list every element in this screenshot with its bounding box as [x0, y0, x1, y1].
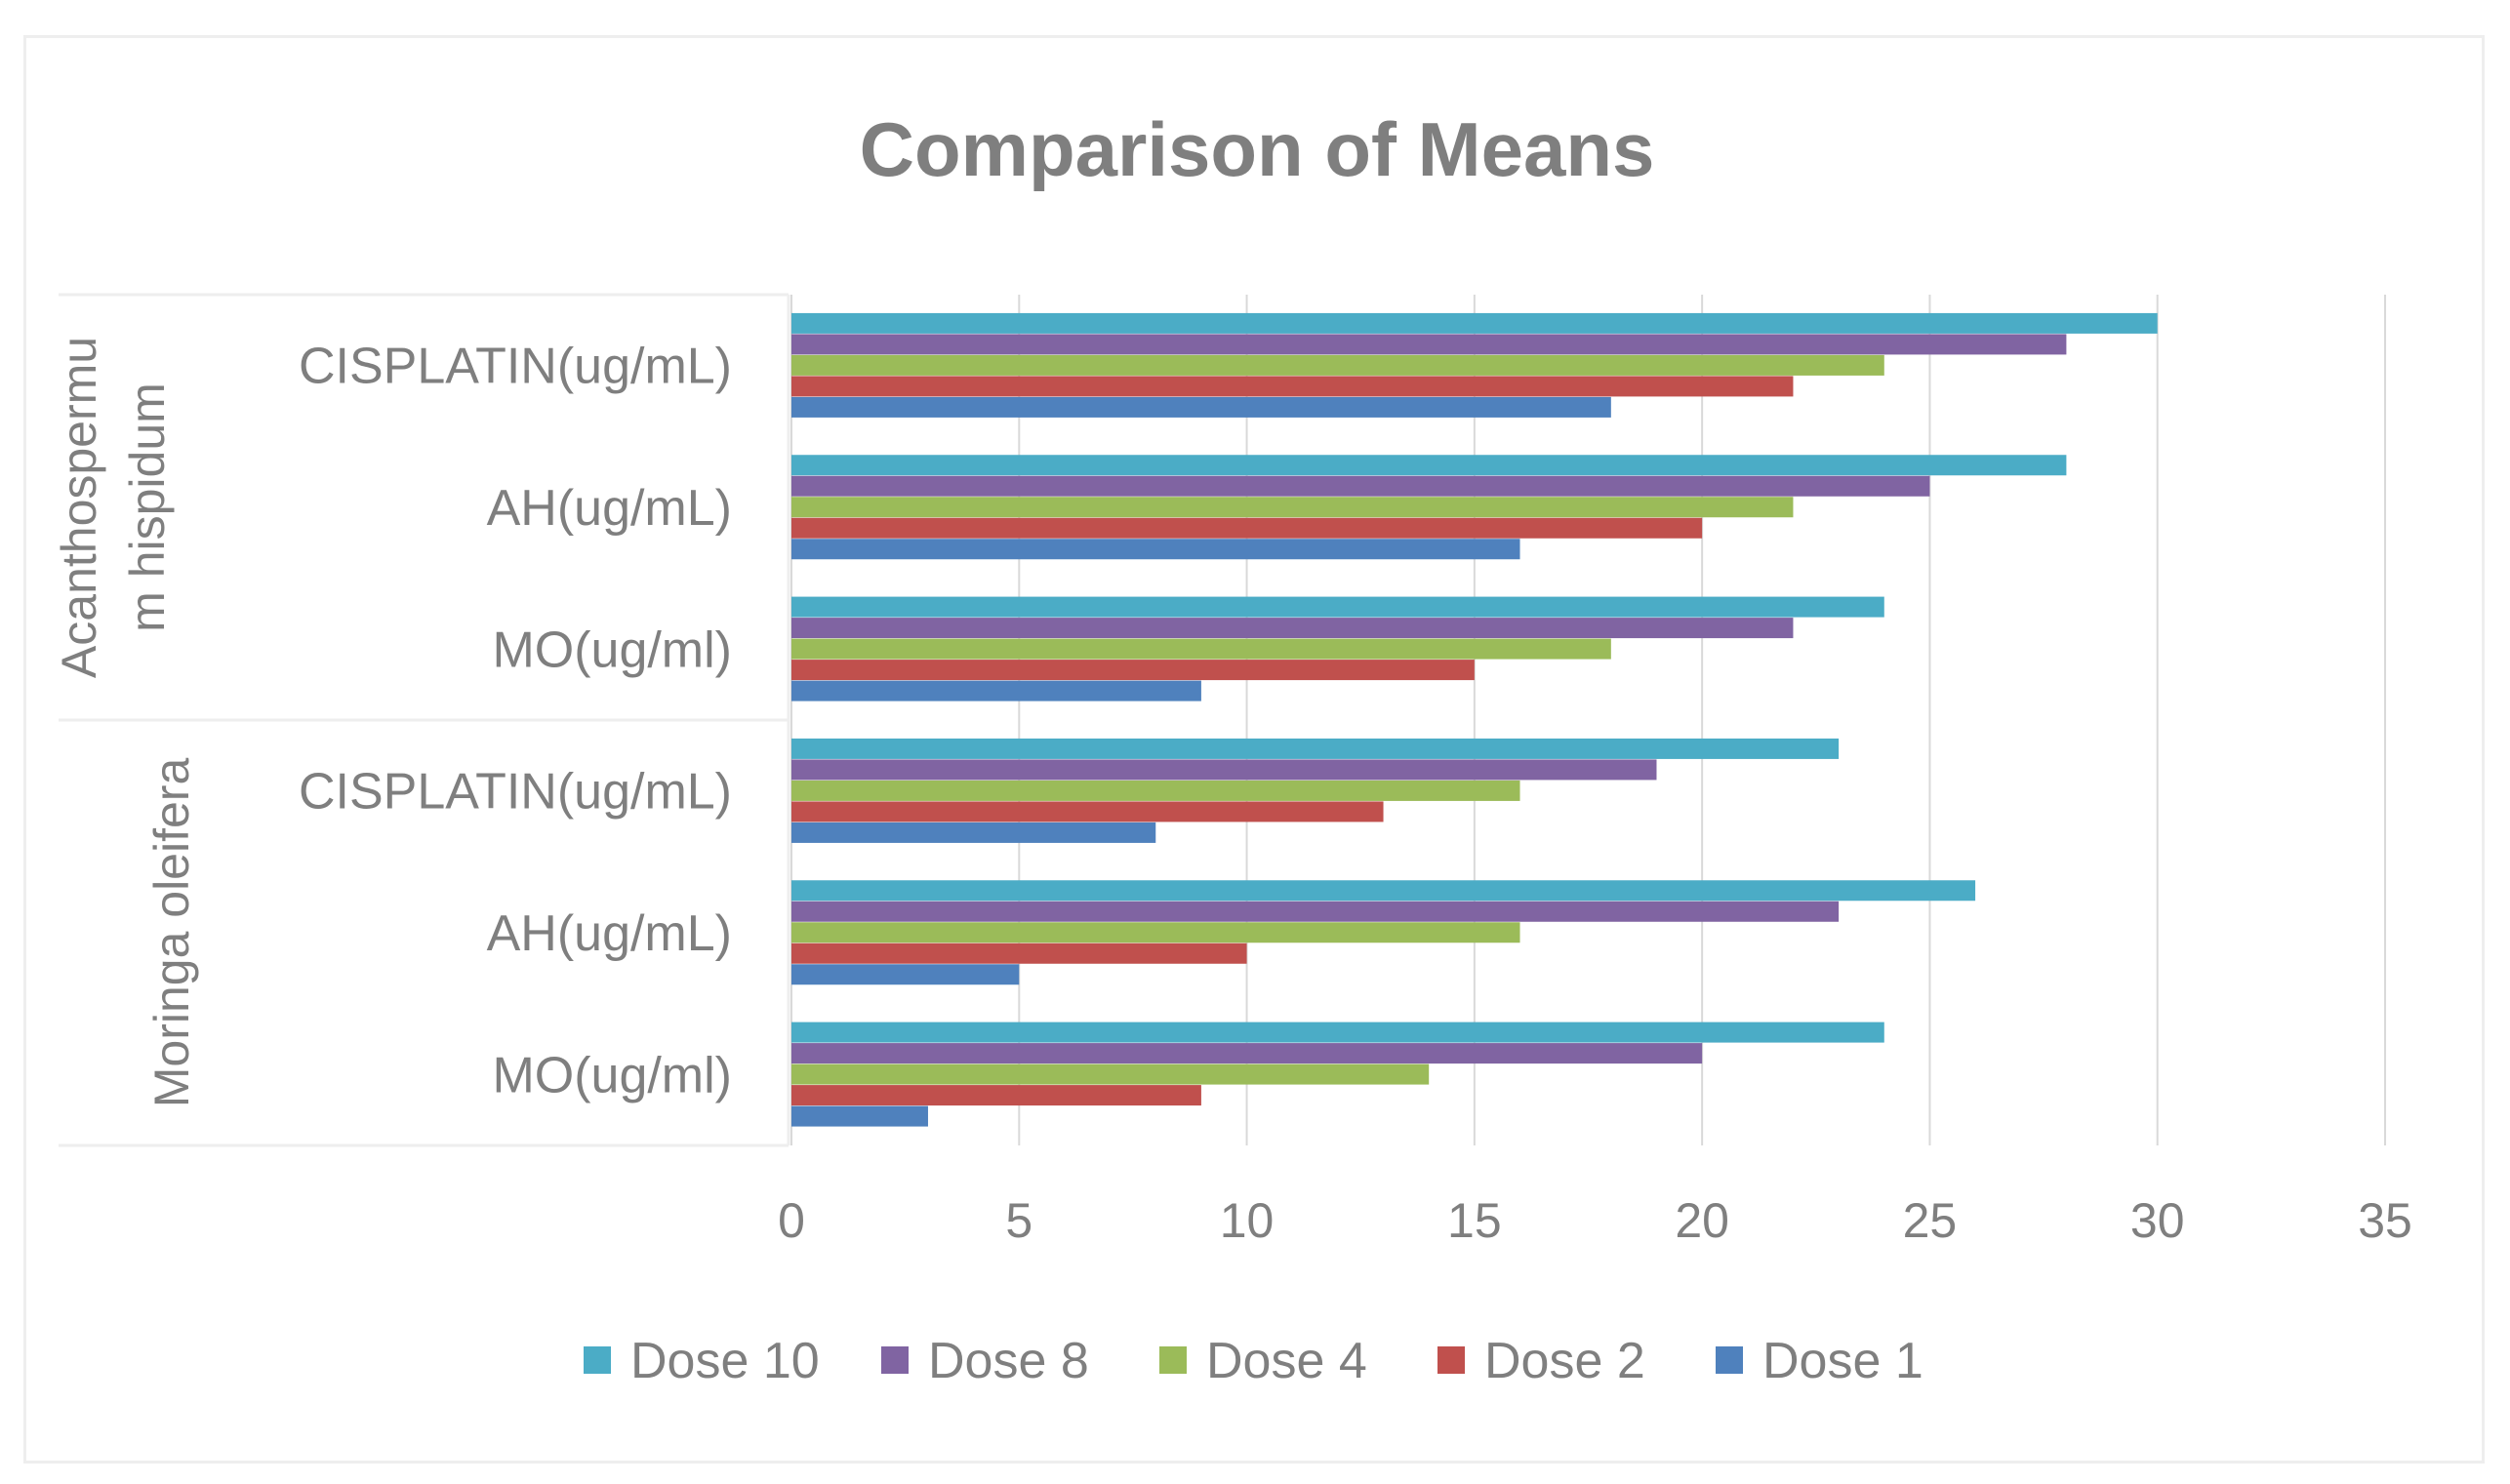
- bar-dose-8: [791, 901, 1840, 922]
- bar-dose-10: [791, 455, 2067, 476]
- bar-dose-8: [791, 618, 1794, 639]
- bar-dose-1: [791, 1105, 928, 1127]
- bar-dose-2: [791, 943, 1247, 964]
- legend-item: Dose 1: [1716, 1333, 1923, 1389]
- bar-dose-2: [791, 801, 1384, 822]
- x-tick-label: 10: [1220, 1193, 1275, 1248]
- bar-dose-4: [791, 922, 1520, 943]
- legend-swatch: [881, 1346, 909, 1374]
- legend-label: Dose 8: [928, 1333, 1089, 1389]
- chart-frame: [23, 35, 2485, 1464]
- legend-item: Dose 10: [584, 1333, 820, 1389]
- bar-dose-10: [791, 880, 1976, 902]
- category-label: MO(ug/ml): [492, 622, 732, 678]
- bar-dose-1: [791, 396, 1611, 418]
- legend-item: Dose 8: [881, 1333, 1089, 1389]
- legend-swatch: [1716, 1346, 1743, 1374]
- category-label: CISPLATIN(ug/mL): [299, 764, 732, 821]
- x-tick-label: 5: [1005, 1193, 1032, 1248]
- group-label: Acanthospermu: [52, 337, 106, 678]
- x-tick-label: 30: [2130, 1193, 2185, 1248]
- group-label: m hispidum: [120, 382, 175, 632]
- bar-dose-1: [791, 539, 1520, 560]
- category-label: AH(ug/mL): [487, 905, 732, 962]
- bar-dose-1: [791, 822, 1156, 843]
- legend-swatch: [584, 1346, 611, 1374]
- legend-item: Dose 4: [1159, 1333, 1367, 1389]
- bar-dose-8: [791, 475, 1930, 497]
- bar-dose-10: [791, 738, 1840, 759]
- legend-label: Dose 1: [1762, 1333, 1923, 1389]
- legend-label: Dose 4: [1206, 1333, 1367, 1389]
- bar-dose-8: [791, 334, 2067, 355]
- group-label: Moringa oleifera: [144, 758, 199, 1108]
- bar-dose-4: [791, 497, 1794, 518]
- category-label: AH(ug/mL): [487, 480, 732, 537]
- bar-dose-2: [791, 1085, 1201, 1106]
- legend-label: Dose 10: [630, 1333, 820, 1389]
- x-tick-label: 20: [1675, 1193, 1729, 1248]
- bar-dose-8: [791, 759, 1657, 781]
- bar-dose-4: [791, 780, 1520, 801]
- bar-dose-1: [791, 964, 1020, 985]
- legend-swatch: [1437, 1346, 1465, 1374]
- bar-dose-4: [791, 1063, 1430, 1085]
- bar-dose-2: [791, 660, 1475, 681]
- bar-dose-4: [791, 354, 1884, 376]
- legend-swatch: [1159, 1346, 1187, 1374]
- category-label: MO(ug/ml): [492, 1047, 732, 1103]
- category-label: CISPLATIN(ug/mL): [299, 339, 732, 395]
- x-tick-label: 25: [1903, 1193, 1958, 1248]
- bar-dose-10: [791, 1022, 1884, 1043]
- bar-dose-1: [791, 680, 1201, 702]
- legend-item: Dose 2: [1437, 1333, 1645, 1389]
- bar-dose-10: [791, 596, 1884, 618]
- bar-dose-8: [791, 1043, 1703, 1064]
- chart-title: Comparison of Means: [860, 106, 1655, 192]
- x-tick-label: 15: [1447, 1193, 1502, 1248]
- bar-dose-2: [791, 376, 1794, 397]
- bar-dose-4: [791, 638, 1611, 660]
- x-tick-label: 35: [2358, 1193, 2412, 1248]
- legend-label: Dose 2: [1484, 1333, 1645, 1389]
- x-tick-label: 0: [778, 1193, 805, 1248]
- bar-dose-10: [791, 312, 2158, 334]
- bar-dose-2: [791, 517, 1703, 539]
